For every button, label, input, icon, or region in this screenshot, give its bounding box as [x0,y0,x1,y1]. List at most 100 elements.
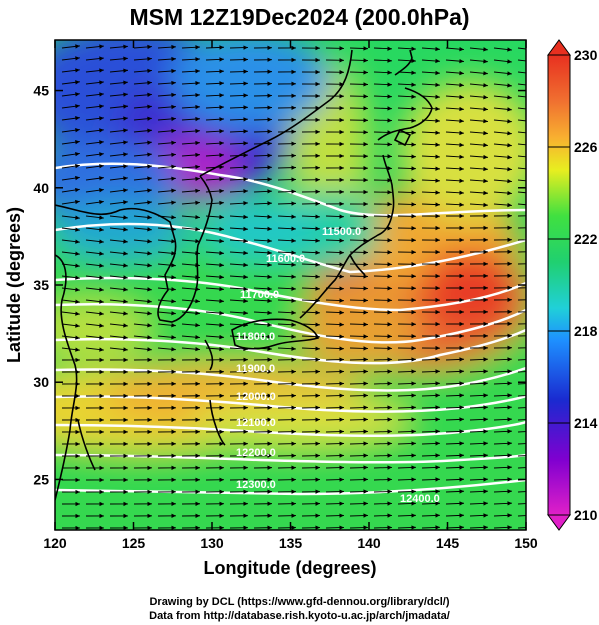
wind-arrow [109,525,129,530]
x-tick-label: 145 [436,535,460,551]
wind-arrow [133,80,152,85]
wind-arrow [397,346,417,351]
wind-arrow [349,46,369,51]
wind-arrow [109,381,129,387]
wind-arrow [493,525,513,530]
wind-arrow [229,286,248,292]
wind-arrow [109,200,128,205]
wind-arrow [349,477,369,482]
wind-arrow [301,525,321,530]
wind-arrow [277,477,297,482]
wind-arrow [205,477,225,482]
wind-arrow [85,104,104,109]
wind-arrow [253,153,273,158]
wind-arrow [445,285,465,291]
contour-label: 11700.0 [240,289,279,301]
wind-arrow [253,274,272,280]
wind-arrow [133,429,153,435]
colorbar-tick-label: 218 [574,323,598,339]
wind-arrow [445,369,465,374]
wind-arrow [133,140,152,145]
wind-arrow [181,357,201,362]
wind-arrow [253,322,272,328]
wind-arrow [109,251,128,256]
wind-arrow [157,92,176,98]
wind-arrow [349,346,369,351]
wind-arrow [61,139,80,145]
wind-arrow [109,357,129,363]
wind-arrow [253,429,273,434]
wind-arrow [325,441,345,446]
wind-arrow [133,453,153,459]
wind-arrow [229,513,249,518]
wind-arrow [109,44,128,49]
colorbar: 210 214 218 222 226 230 [547,39,598,531]
wind-arrow [397,405,417,410]
wind-arrow [349,214,369,219]
wind-arrow [205,176,224,182]
wind-arrow [253,189,273,194]
wind-arrow [445,417,465,422]
wind-arrow [445,501,465,506]
wind-arrow [469,130,488,136]
wind-arrow [133,263,152,268]
wind-arrow [109,215,128,220]
wind-arrow [301,45,321,51]
wind-arrow [397,118,417,123]
wind-arrow [421,166,441,171]
wind-arrow [229,381,249,386]
wind-arrow [181,164,200,170]
wind-arrow [301,81,321,87]
wind-arrow [229,298,248,304]
wind-arrow [325,165,345,171]
wind-arrow [61,477,81,483]
wind-arrow [421,309,441,315]
wind-arrow [85,287,104,292]
wind-arrow [133,369,153,375]
wind-arrow [61,239,80,244]
wind-arrow [469,429,489,434]
wind-arrow [349,94,369,99]
wind-arrow [301,286,321,291]
wind-arrow [445,333,465,339]
wind-arrow [325,357,345,362]
wind-arrow [397,513,417,518]
wind-arrow [325,274,345,279]
wind-arrow [493,131,512,136]
wind-arrow [325,70,345,75]
wind-arrow [229,441,249,446]
wind-arrow [133,477,153,483]
wind-arrow [109,164,128,169]
wind-arrow [109,465,129,471]
wind-arrow [517,263,526,265]
contour-label: 11500.0 [322,226,361,238]
wind-arrow [349,70,369,75]
wind-arrow [517,215,526,217]
wind-arrow [517,419,526,421]
wind-arrow [301,310,321,315]
wind-arrow [349,393,369,398]
wind-arrow [205,381,225,386]
wind-arrow [397,465,417,470]
wind-arrow [517,167,526,170]
wind-arrow [277,381,297,386]
wind-arrow [205,129,224,134]
wind-arrow [373,106,393,111]
wind-arrow [469,71,488,76]
wind-arrow [205,513,225,518]
wind-arrow [493,309,513,314]
wind-arrow [109,453,129,459]
wind-arrow [157,140,176,145]
wind-arrow [253,405,273,410]
wind-arrow [109,441,129,447]
wind-arrow [325,214,345,219]
wind-arrow [205,298,224,304]
wind-arrow [277,226,296,231]
wind-arrow [445,393,465,398]
wind-arrow [397,106,417,111]
wind-arrow [157,489,177,495]
wind-arrow [397,334,417,339]
wind-arrow [85,441,105,447]
wind-arrow [157,465,177,471]
